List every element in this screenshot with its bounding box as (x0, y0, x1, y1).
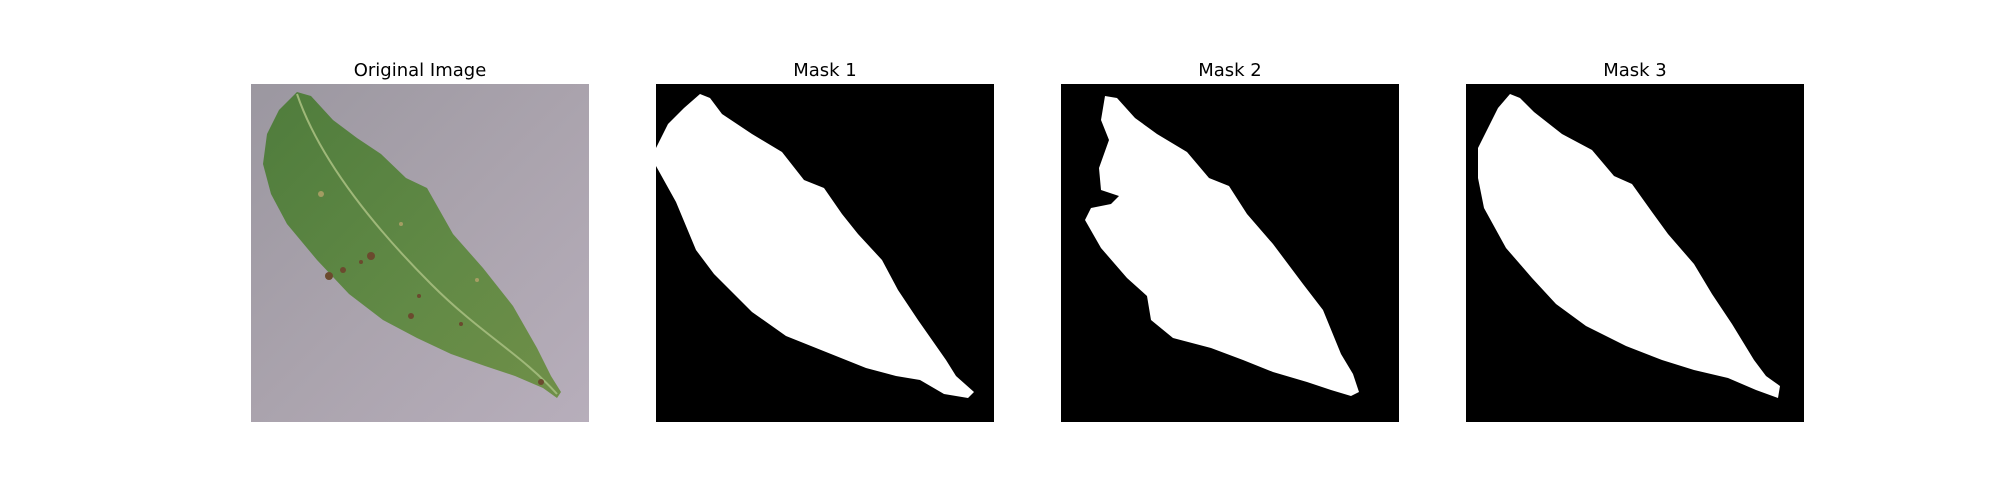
panel-mask-2: Mask 2 (1061, 58, 1399, 422)
panel-title: Mask 3 (1603, 60, 1667, 81)
panel-title: Original Image (353, 60, 487, 81)
panel-mask-3: Mask 3 (1466, 58, 1804, 422)
mask-3-image (1466, 84, 1804, 422)
panel-mask-1: Mask 1 (656, 58, 994, 422)
mask-1-image (656, 84, 994, 422)
original-leaf-photo (251, 84, 589, 422)
panel-title: Mask 2 (1198, 60, 1262, 81)
panel-original-image: Original Image (251, 58, 589, 422)
mask-2-image (1061, 84, 1399, 422)
panel-title: Mask 1 (793, 60, 857, 81)
